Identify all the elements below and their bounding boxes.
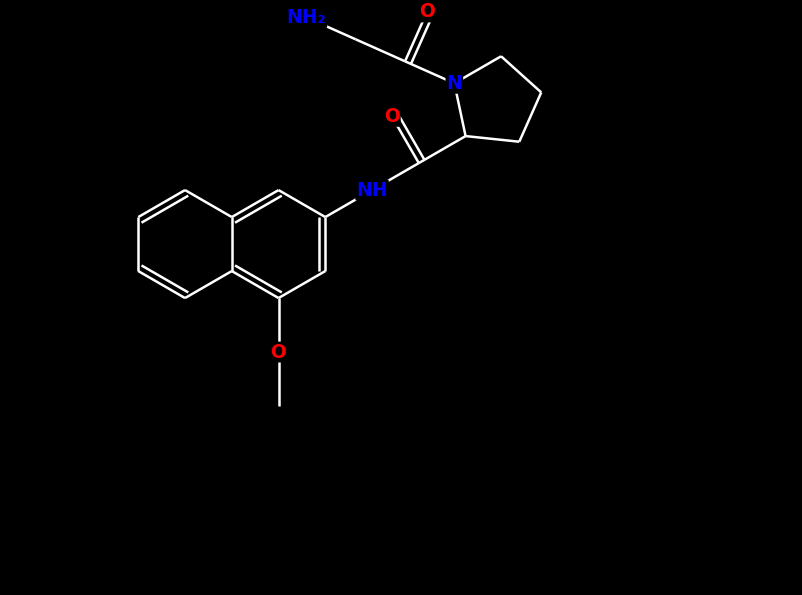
Text: O: O: [384, 107, 399, 126]
Text: NH: NH: [356, 180, 388, 199]
Text: NH₂: NH₂: [286, 8, 326, 27]
Text: O: O: [270, 343, 286, 362]
Text: N: N: [447, 74, 462, 93]
Text: O: O: [419, 2, 435, 21]
